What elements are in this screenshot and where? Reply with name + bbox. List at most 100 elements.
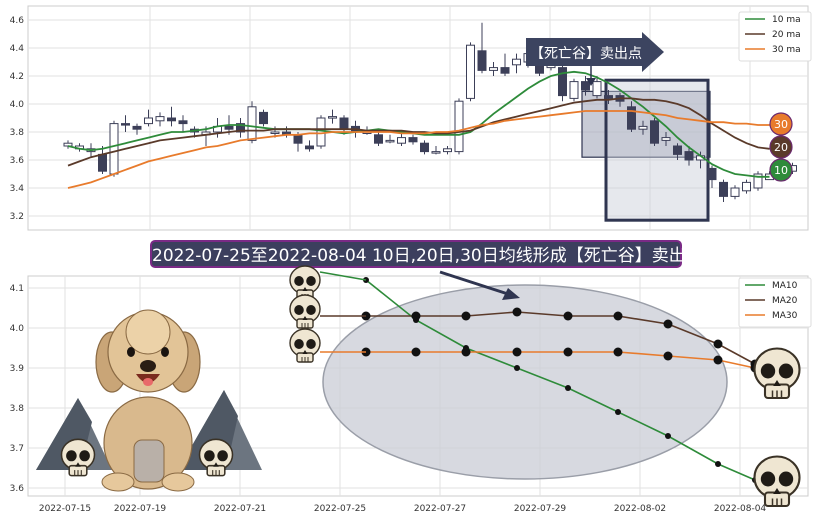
y-tick-label: 3.7 [10,444,24,454]
bottom-ma-chart: 3.6 3.7 3.8 3.9 4.0 4.1 2022-07-15 2022-07-19 20… [0,240,816,520]
candle [316,115,326,149]
candle-body [581,81,590,91]
y-tick-label: 3.8 [10,128,25,138]
ma-badge-30: 30 [769,112,793,136]
candle [477,22,487,74]
candle [569,78,579,102]
ma-badge-10: 10 [769,158,793,182]
data-point-MA20 [613,311,623,321]
x-tick-label: 2022-07-21 [214,504,266,514]
sell-point-annotation: 【死亡谷】卖出点 [526,32,664,86]
data-point-MA30 [613,347,623,357]
poodle-dog-icon [95,309,201,492]
candle-body [121,123,130,126]
candle-body [328,116,337,119]
candle [121,115,130,132]
candle-body [339,117,349,130]
candle-body [98,153,107,172]
candle [328,109,337,124]
legend-label: 20 ma [772,30,801,40]
x-tick-label: 2022-08-02 [614,504,666,514]
candle-body [305,145,314,150]
data-point-MA30 [411,347,421,357]
data-point-MA10 [615,409,621,415]
annotation-arrow [526,32,664,72]
legend-label: MA10 [772,281,798,291]
candle [558,64,567,102]
data-point-MA20 [512,307,522,317]
candle-body [316,117,326,147]
candle [236,118,245,138]
candle-body [374,134,383,144]
candle [673,143,682,160]
candle-body [443,148,452,153]
candle [109,120,119,177]
candle [592,76,602,99]
candle [420,140,429,155]
candle [397,132,406,146]
y-tick-label: 3.8 [10,404,25,414]
y-tick-label: 3.2 [10,212,24,222]
candle-body [397,137,406,144]
y-tick-label: 3.6 [10,156,25,166]
skull-icon [289,294,321,329]
candle-body [650,120,659,144]
badge-label: 10 [774,164,788,177]
candle [443,146,452,155]
candle-body [742,181,751,192]
data-point-MA10 [665,433,671,439]
candle [512,53,521,74]
data-point-MA20 [461,311,471,321]
candle [719,179,728,202]
data-point-MA20 [713,339,723,349]
banner-pointer-head [502,288,520,300]
candle-body [604,95,613,99]
data-point-MA20 [663,319,673,329]
candle [581,76,590,96]
y-tick-label: 4.6 [10,16,25,26]
candle-body [466,44,475,99]
line-MA10-lead [319,271,367,281]
candle [247,101,257,144]
x-tick-label: 2022-07-15 [39,504,91,514]
candle [661,132,671,146]
x-tick-label: 2022-07-27 [414,504,466,514]
candle-body [638,125,648,130]
x-tick-label: 2022-08-04 [714,504,767,514]
data-point-MA30 [461,347,471,357]
data-point-MA30 [663,351,673,361]
ma-badge-20: 20 [769,135,793,159]
candle-body [673,145,682,155]
candle-body [753,173,763,189]
top-candlestick-chart: 3.2 3.4 3.6 3.8 4.0 4.2 4.4 4.6 10 ma 20 ma 30 ma 【… [0,0,816,240]
y-tick-label: 4.2 [10,72,24,82]
candle-body [259,111,268,125]
y-tick-label: 4.1 [10,284,24,294]
annotation-text: 【死亡谷】卖出点 [530,46,642,62]
death-valley-ellipse [322,284,728,480]
death-zone-inner-box [581,90,711,158]
x-tick-label: 2022-07-25 [314,504,366,514]
candle [454,98,464,155]
annotation-pointer-head [586,78,596,86]
bottom-chart-svg: 3.6 3.7 3.8 3.9 4.0 4.1 2022-07-15 2022-07-19 20… [10,265,812,514]
y-tick-label: 4.4 [10,44,25,54]
candle [466,42,475,102]
candle-body [132,125,142,130]
candle-body [558,67,567,97]
ma-line-20ma [67,97,770,167]
top-chart-svg: 3.2 3.4 3.6 3.8 4.0 4.2 4.4 4.6 10 ma 20 ma 30 ma 【… [10,5,812,231]
y-tick-label: 4.0 [10,324,25,334]
candle [684,146,694,166]
candle-body [719,181,728,197]
skull-icon [753,455,801,508]
candle [730,185,740,200]
candle-body [293,134,303,144]
candle-body [408,137,418,143]
x-tick-label: 2022-07-19 [114,504,167,514]
candle-body [569,81,579,99]
skull-icon [60,438,96,477]
y-tick-label: 4.0 [10,100,25,110]
candle [489,62,498,76]
ma-line-30ma [67,110,770,189]
